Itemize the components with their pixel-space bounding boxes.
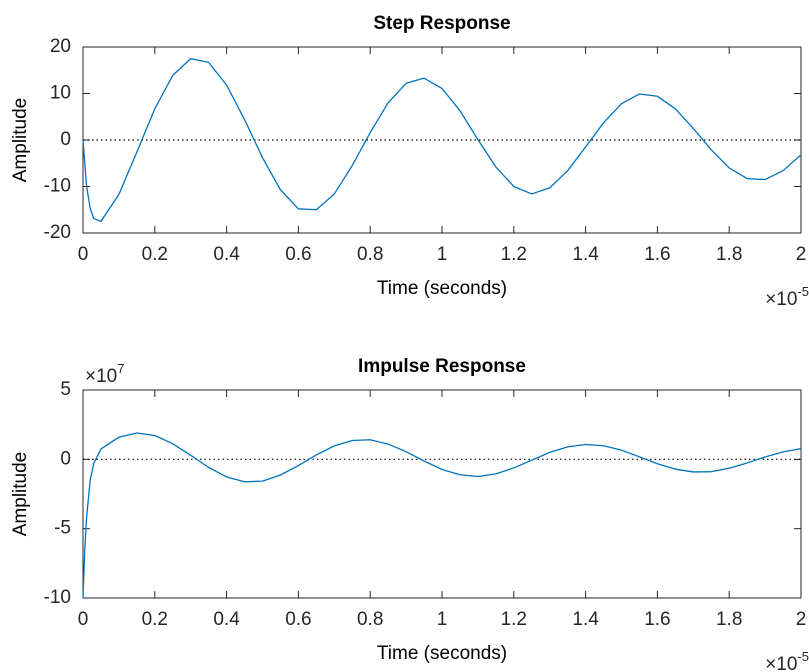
y-tick-label: -5 [54, 518, 71, 539]
y-axis-label: Amplitude [10, 452, 31, 537]
data-line [82, 432, 802, 599]
x-tick-label: 0 [78, 609, 89, 630]
x-tick-label: 2 [796, 609, 807, 630]
y-tick-label: -10 [44, 176, 71, 197]
chart-title: Step Response [373, 13, 510, 34]
multiplier-exponent: -5 [797, 649, 809, 664]
x-tick-label: 1.8 [716, 609, 742, 630]
x-tick-label: 0.4 [213, 244, 240, 265]
axes: 0 0.2 0.4 0.6 0.8 1 1.2 1.4 1.6 1.8 2 -20 -10 0 10 20 [44, 36, 807, 265]
y-tick-label: 5 [60, 379, 71, 400]
x-tick-label: 1 [437, 609, 448, 630]
x-tick-label: 0 [78, 244, 89, 265]
y-tick-label: 20 [50, 36, 71, 57]
axes: 0 0.2 0.4 0.6 0.8 1 1.2 1.4 1.6 1.8 2 -10 -5 0 5 [44, 379, 807, 630]
x-tick-label: 0.6 [285, 609, 311, 630]
x-axis-label: Time (seconds) [377, 278, 507, 299]
y-tick-label: 0 [60, 448, 71, 469]
x-tick-label: 0.8 [357, 244, 383, 265]
axes-box [82, 389, 802, 599]
x-tick-label: 0.6 [285, 244, 311, 265]
x-tick-label: 0.4 [213, 609, 240, 630]
x-tick-label: 0.8 [357, 609, 383, 630]
multiplier-base: ×10 [765, 654, 797, 672]
x-tick-label: 0.2 [142, 244, 168, 265]
chart-title: Impulse Response [358, 356, 526, 377]
multiplier-exponent: -5 [797, 284, 809, 299]
multiplier-base: ×10 [765, 289, 797, 310]
x-tick-label: 1 [437, 244, 448, 265]
y-tick-label: 10 [50, 83, 71, 104]
x-tick-label: 1.6 [644, 609, 670, 630]
y-axis-label: Amplitude [10, 98, 31, 183]
axes-box [82, 46, 802, 234]
y-tick-label: -10 [44, 587, 71, 608]
x-tick-label: 0.2 [142, 609, 168, 630]
multiplier-base: ×10 [85, 366, 117, 387]
y-tick-label: -20 [44, 222, 71, 243]
data-line [82, 57, 802, 223]
x-tick-label: 1.6 [644, 244, 670, 265]
x-tick-label: 1.2 [501, 244, 527, 265]
multiplier-exponent: 7 [117, 361, 124, 376]
x-tick-label: 2 [796, 244, 807, 265]
x-tick-label: 1.4 [572, 244, 599, 265]
y-tick-label: 0 [60, 129, 71, 150]
axis-multiplier: ×107 [85, 361, 124, 387]
x-axis-label: Time (seconds) [377, 643, 507, 664]
axis-multiplier: ×10-5 [765, 284, 809, 310]
x-tick-label: 1.2 [501, 609, 527, 630]
axis-multiplier: ×10-5 [765, 649, 809, 672]
x-tick-label: 1.8 [716, 244, 742, 265]
x-tick-label: 1.4 [572, 609, 599, 630]
